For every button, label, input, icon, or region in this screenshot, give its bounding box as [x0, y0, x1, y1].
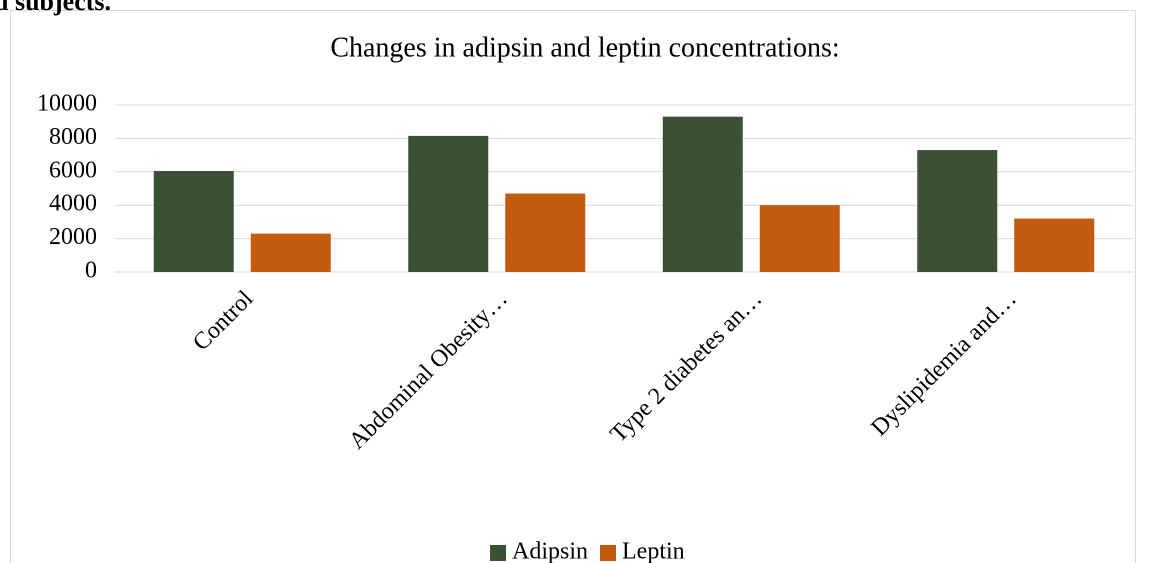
bar: [1014, 218, 1095, 272]
legend-swatch: [600, 545, 617, 561]
legend-label: Leptin: [622, 539, 685, 563]
page-text: d subjects.: [0, 0, 111, 16]
bar: [153, 170, 234, 272]
y-tick-label: 0: [85, 258, 97, 284]
chart-title: Changes in adipsin and leptin concentrat…: [330, 32, 839, 63]
y-tick-label: 2000: [49, 224, 97, 250]
bar: [505, 193, 586, 272]
bar: [917, 150, 998, 272]
y-tick-label: 6000: [49, 157, 97, 183]
bar: [250, 233, 331, 272]
legend-label: Adipsin: [512, 539, 588, 563]
bar: [408, 135, 489, 272]
y-tick-label: 4000: [49, 191, 97, 217]
bar: [759, 205, 840, 272]
y-tick-label: 10000: [37, 91, 97, 117]
chart-frame: [10, 10, 1136, 563]
y-tick-label: 8000: [49, 124, 97, 150]
bar: [662, 116, 743, 272]
legend-swatch: [490, 545, 506, 561]
